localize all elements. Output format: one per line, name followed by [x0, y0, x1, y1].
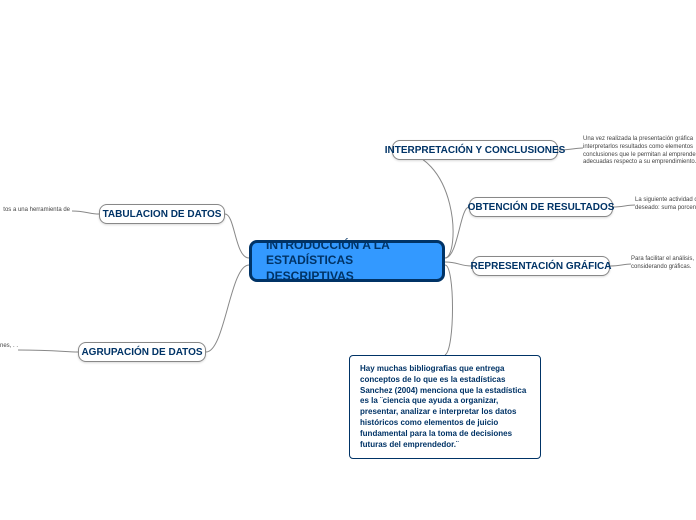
note-node: Hay muchas bibliografias que entrega con…	[349, 355, 541, 459]
edge	[206, 265, 249, 352]
note-text: Hay muchas bibliografias que entrega con…	[360, 364, 530, 450]
edge	[613, 205, 635, 207]
branch-desc-representacion: Para facilitar el análisis, resultados c…	[631, 256, 696, 272]
branch-label: AGRUPACIÓN DE DATOS	[81, 347, 202, 358]
branch-desc-agrupacion: unes, . .	[0, 343, 18, 351]
edge	[610, 264, 631, 266]
edge	[72, 211, 99, 214]
branch-representacion: REPRESENTACIÓN GRÁFICA	[472, 256, 610, 276]
branch-desc-obtencion: La siguiente actividad con lo deseado: s…	[635, 197, 696, 213]
branch-interpretacion: INTERPRETACIÓN Y CONCLUSIONES	[392, 140, 558, 160]
edge	[18, 350, 78, 352]
edge	[445, 265, 453, 355]
branch-desc-interpretacion: Una vez realizada la presentación gráfic…	[583, 136, 696, 167]
center-title: INTRODUCCIÓN A LA ESTADÍSTICAS DESCRIPTI…	[266, 238, 428, 285]
branch-agrupacion: AGRUPACIÓN DE DATOS	[78, 342, 206, 362]
center-node: INTRODUCCIÓN A LA ESTADÍSTICAS DESCRIPTI…	[249, 240, 445, 282]
edge	[445, 262, 472, 266]
branch-label: OBTENCIÓN DE RESULTADOS	[468, 202, 615, 213]
branch-label: INTERPRETACIÓN Y CONCLUSIONES	[385, 145, 566, 156]
edge	[445, 207, 469, 258]
branch-tabulacion: TABULACION DE DATOS	[99, 204, 225, 224]
branch-label: REPRESENTACIÓN GRÁFICA	[471, 261, 612, 272]
branch-label: TABULACION DE DATOS	[103, 209, 222, 220]
branch-desc-tabulacion: tos a una herramienta de	[0, 207, 70, 215]
edge	[225, 214, 249, 258]
branch-obtencion: OBTENCIÓN DE RESULTADOS	[469, 197, 613, 217]
